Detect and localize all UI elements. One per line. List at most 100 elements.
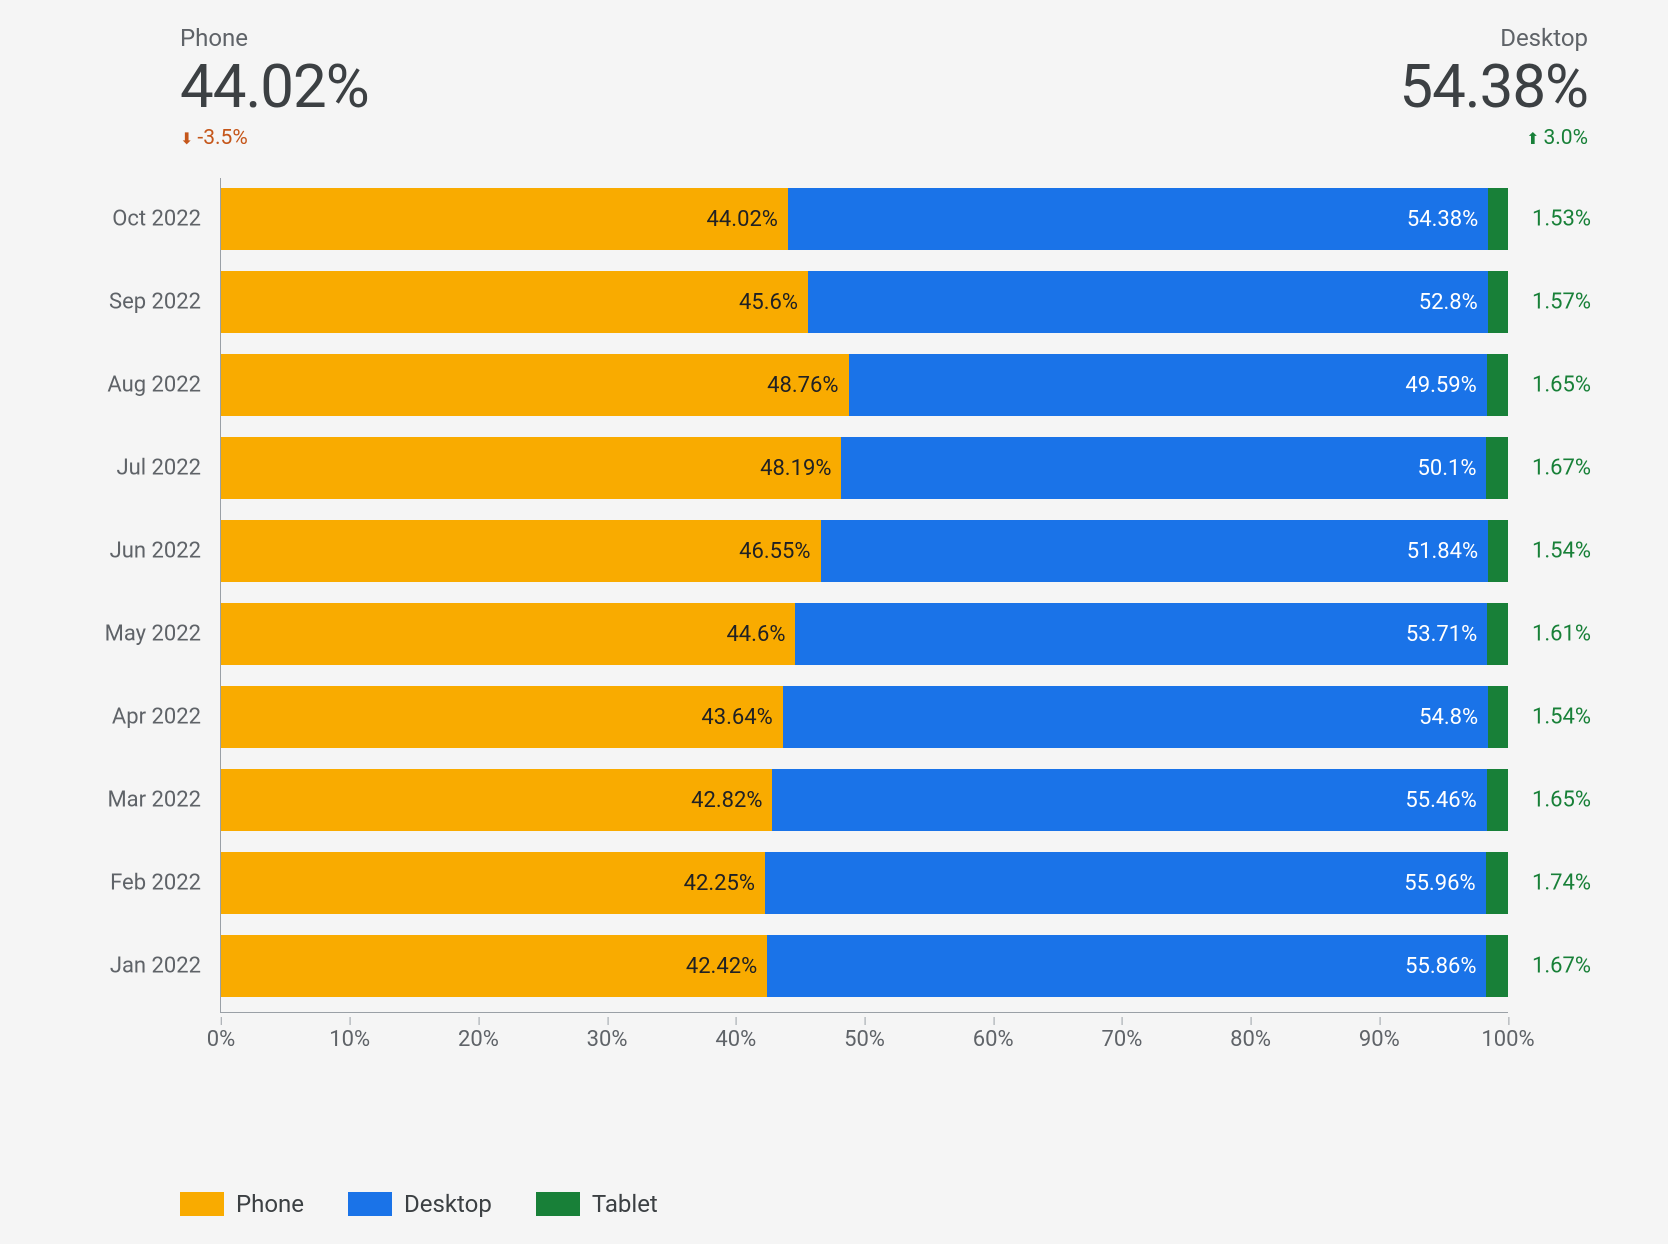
tablet-external-label: 1.54%	[1518, 539, 1628, 564]
x-axis-tick: 0%	[207, 1027, 235, 1052]
legend-swatch	[180, 1192, 224, 1216]
legend-label: Phone	[236, 1190, 304, 1218]
bar-segment-phone: 46.55%	[221, 520, 821, 582]
bar-segment-value: 45.6%	[739, 290, 798, 315]
bar-segment-tablet: 1.65%	[1487, 354, 1508, 416]
x-axis-tick: 30%	[587, 1027, 628, 1052]
bar-segment-phone: 42.42%	[221, 935, 767, 997]
kpi-desktop-label: Desktop	[1500, 24, 1588, 52]
x-axis-tick: 90%	[1359, 1027, 1400, 1052]
bar-segment-value: 48.76%	[767, 373, 838, 398]
y-axis-label: Feb 2022	[41, 871, 201, 896]
bar-segment-phone: 42.82%	[221, 769, 772, 831]
y-axis-label: Aug 2022	[41, 373, 201, 398]
bar-segment-tablet: 1.53%	[1488, 188, 1508, 250]
tablet-external-label: 1.67%	[1518, 456, 1628, 481]
bar-segment-tablet: 1.54%	[1488, 686, 1508, 748]
x-axis-tick: 10%	[329, 1027, 370, 1052]
bar-row: 48.76%49.59%1.65%1.65%	[221, 354, 1508, 416]
bar-segment-value: 55.96%	[1404, 871, 1475, 896]
bar-segment-value: 46.55%	[739, 539, 810, 564]
bar-segment-phone: 48.19%	[221, 437, 841, 499]
bar-segment-tablet: 1.74%	[1486, 852, 1508, 914]
bar-segment-phone: 44.02%	[221, 188, 788, 250]
bar-segment-tablet: 1.67%	[1486, 437, 1508, 499]
bar-segment-value: 52.8%	[1419, 290, 1478, 315]
y-axis-label: Sep 2022	[41, 290, 201, 315]
bar-segment-desktop: 55.86%	[767, 935, 1486, 997]
bar-segment-phone: 42.25%	[221, 852, 765, 914]
kpi-phone-value: 44.02%	[180, 54, 369, 120]
bar-segment-value: 55.46%	[1405, 788, 1476, 813]
y-axis-label: Mar 2022	[41, 788, 201, 813]
bar-row: 42.42%55.86%1.67%1.67%	[221, 935, 1508, 997]
kpi-desktop-delta-text: 3.0%	[1543, 126, 1588, 150]
bar-segment-value: 42.25%	[684, 871, 755, 896]
bar-segment-desktop: 55.96%	[765, 852, 1486, 914]
bar-segment-desktop: 55.46%	[772, 769, 1486, 831]
tablet-external-label: 1.53%	[1518, 207, 1628, 232]
chart-container: Phone 44.02% ⬇ -3.5% Desktop 54.38% ⬆ 3.…	[0, 0, 1668, 1244]
legend-label: Desktop	[404, 1190, 492, 1218]
tablet-external-label: 1.57%	[1518, 290, 1628, 315]
bar-segment-tablet: 1.57%	[1488, 271, 1508, 333]
bar-segment-value: 44.6%	[726, 622, 785, 647]
bar-row: 42.25%55.96%1.74%1.74%	[221, 852, 1508, 914]
bar-segment-value: 51.84%	[1407, 539, 1478, 564]
bar-segment-desktop: 54.38%	[788, 188, 1488, 250]
bar-segment-value: 43.64%	[701, 705, 772, 730]
x-axis-tick: 70%	[1101, 1027, 1142, 1052]
bar-segment-desktop: 52.8%	[808, 271, 1488, 333]
legend-item-desktop[interactable]: Desktop	[348, 1190, 492, 1218]
legend-item-tablet[interactable]: Tablet	[536, 1190, 658, 1218]
kpi-row: Phone 44.02% ⬇ -3.5% Desktop 54.38% ⬆ 3.…	[180, 24, 1588, 150]
tablet-external-label: 1.54%	[1518, 705, 1628, 730]
bar-segment-tablet: 1.65%	[1487, 769, 1508, 831]
bar-segment-value: 48.19%	[760, 456, 831, 481]
y-axis-label: Apr 2022	[41, 705, 201, 730]
y-axis-label: Jan 2022	[41, 954, 201, 979]
bar-segment-desktop: 51.84%	[821, 520, 1489, 582]
bar-segment-tablet: 1.54%	[1488, 520, 1508, 582]
bar-row: 45.6%52.8%1.57%1.57%	[221, 271, 1508, 333]
bar-segment-value: 55.86%	[1405, 954, 1476, 979]
bar-row: 48.19%50.1%1.67%1.67%	[221, 437, 1508, 499]
arrow-up-icon: ⬆	[1526, 131, 1539, 147]
kpi-phone: Phone 44.02% ⬇ -3.5%	[180, 24, 369, 150]
bar-segment-desktop: 53.71%	[795, 603, 1487, 665]
bar-row: 44.02%54.38%1.53%1.53%	[221, 188, 1508, 250]
chart-plot: Oct 202244.02%54.38%1.53%1.53%Sep 202245…	[220, 178, 1508, 1013]
legend-label: Tablet	[592, 1190, 658, 1218]
x-axis-tick: 80%	[1230, 1027, 1271, 1052]
kpi-desktop-value: 54.38%	[1399, 54, 1588, 120]
bar-segment-value: 54.8%	[1419, 705, 1478, 730]
arrow-down-icon: ⬇	[180, 131, 193, 147]
bar-segment-tablet: 1.67%	[1486, 935, 1508, 997]
bar-segment-phone: 43.64%	[221, 686, 783, 748]
bar-segment-value: 50.1%	[1417, 456, 1476, 481]
bar-row: 42.82%55.46%1.65%1.65%	[221, 769, 1508, 831]
tablet-external-label: 1.61%	[1518, 622, 1628, 647]
bar-segment-phone: 44.6%	[221, 603, 795, 665]
x-axis-tick: 60%	[973, 1027, 1014, 1052]
y-axis-label: Jun 2022	[41, 539, 201, 564]
kpi-phone-label: Phone	[180, 24, 369, 52]
x-axis-tick: 40%	[715, 1027, 756, 1052]
kpi-desktop: Desktop 54.38% ⬆ 3.0%	[1399, 24, 1588, 150]
chart-area: Oct 202244.02%54.38%1.53%1.53%Sep 202245…	[220, 178, 1508, 1058]
bar-segment-value: 49.59%	[1405, 373, 1476, 398]
y-axis-label: Oct 2022	[41, 207, 201, 232]
kpi-phone-delta-text: -3.5%	[197, 126, 247, 150]
bar-segment-phone: 48.76%	[221, 354, 849, 416]
bar-segment-value: 44.02%	[707, 207, 778, 232]
legend-item-phone[interactable]: Phone	[180, 1190, 304, 1218]
y-axis-label: May 2022	[41, 622, 201, 647]
x-axis-tick: 50%	[844, 1027, 885, 1052]
tablet-external-label: 1.65%	[1518, 373, 1628, 398]
kpi-desktop-delta: ⬆ 3.0%	[1526, 126, 1588, 150]
tablet-external-label: 1.65%	[1518, 788, 1628, 813]
legend-swatch	[536, 1192, 580, 1216]
kpi-phone-delta: ⬇ -3.5%	[180, 126, 369, 150]
tablet-external-label: 1.74%	[1518, 871, 1628, 896]
bar-segment-value: 42.42%	[686, 954, 757, 979]
